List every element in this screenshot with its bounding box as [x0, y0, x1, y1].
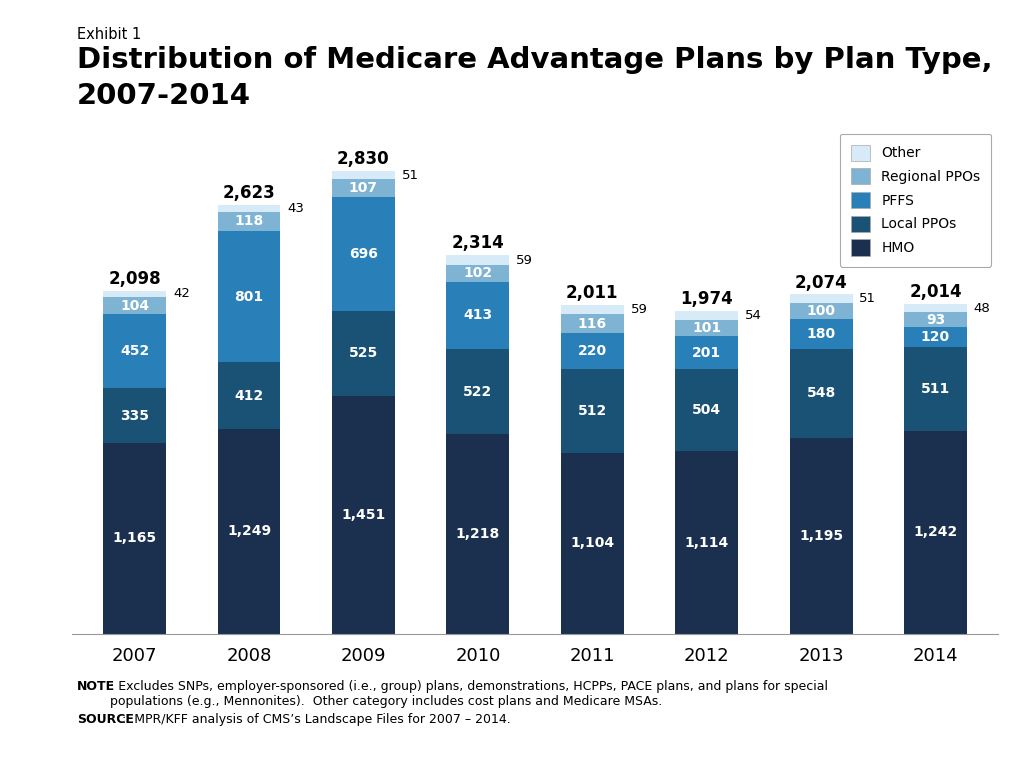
Text: 1,218: 1,218 — [456, 527, 500, 541]
Text: 1,114: 1,114 — [684, 535, 729, 550]
Bar — [446, 435, 509, 634]
Text: 801: 801 — [234, 290, 263, 303]
Text: 2,314: 2,314 — [452, 234, 504, 253]
Bar — [675, 336, 738, 369]
Bar — [217, 362, 281, 429]
Text: : Excludes SNPs, employer-sponsored (i.e., group) plans, demonstrations, HCPPs, : : Excludes SNPs, employer-sponsored (i.e… — [110, 680, 827, 707]
Text: 504: 504 — [692, 403, 721, 417]
Text: :  MPR/KFF analysis of CMS’s Landscape Files for 2007 – 2014.: : MPR/KFF analysis of CMS’s Landscape Fi… — [122, 713, 511, 726]
Text: 1,249: 1,249 — [227, 525, 271, 538]
Text: 525: 525 — [349, 346, 378, 360]
Bar — [904, 431, 967, 634]
Text: NOTE: NOTE — [77, 680, 115, 693]
Text: 2,011: 2,011 — [566, 284, 618, 302]
Bar — [675, 369, 738, 452]
Text: 51: 51 — [859, 292, 877, 305]
Bar — [904, 327, 967, 347]
Bar — [561, 314, 624, 333]
Text: 696: 696 — [349, 247, 378, 260]
Bar — [790, 294, 853, 303]
Bar — [675, 311, 738, 319]
Text: 59: 59 — [631, 303, 647, 316]
Bar — [675, 452, 738, 634]
Bar — [561, 453, 624, 634]
Text: 101: 101 — [692, 321, 721, 335]
Bar — [446, 255, 509, 265]
Text: 42: 42 — [173, 287, 189, 300]
Bar — [103, 297, 166, 314]
Text: 522: 522 — [463, 385, 493, 399]
Text: SOURCE: SOURCE — [77, 713, 134, 726]
Text: 54: 54 — [745, 309, 762, 322]
Text: Exhibit 1: Exhibit 1 — [77, 27, 141, 42]
Text: 512: 512 — [578, 404, 607, 419]
Bar — [446, 265, 509, 282]
Text: 43: 43 — [288, 202, 304, 215]
Bar — [103, 389, 166, 443]
Bar — [561, 333, 624, 369]
Bar — [103, 290, 166, 297]
Bar — [332, 170, 395, 179]
Bar — [790, 439, 853, 634]
Bar — [103, 314, 166, 389]
Text: 59: 59 — [516, 253, 534, 266]
Legend: Other, Regional PPOs, PFFS, Local PPOs, HMO: Other, Regional PPOs, PFFS, Local PPOs, … — [840, 134, 991, 266]
Bar — [332, 179, 395, 197]
Text: 118: 118 — [234, 214, 263, 228]
Text: 1,165: 1,165 — [113, 531, 157, 545]
Text: 2,623: 2,623 — [222, 184, 275, 202]
Text: 335: 335 — [120, 409, 150, 422]
Bar — [790, 319, 853, 349]
Text: 413: 413 — [463, 308, 493, 323]
Bar — [446, 349, 509, 435]
Bar — [561, 305, 624, 314]
Text: 93: 93 — [926, 313, 945, 326]
Text: 51: 51 — [401, 168, 419, 181]
Text: 2007-2014: 2007-2014 — [77, 82, 251, 110]
Text: 107: 107 — [349, 181, 378, 195]
Text: 104: 104 — [120, 299, 150, 313]
Text: 1,242: 1,242 — [913, 525, 957, 539]
Bar — [332, 197, 395, 310]
Text: 2,098: 2,098 — [109, 270, 161, 287]
Text: 511: 511 — [921, 382, 950, 396]
Text: 2,830: 2,830 — [337, 150, 390, 168]
Text: 220: 220 — [578, 344, 607, 359]
Text: Distribution of Medicare Advantage Plans by Plan Type,: Distribution of Medicare Advantage Plans… — [77, 46, 992, 74]
Bar — [790, 303, 853, 319]
Bar — [561, 369, 624, 453]
Text: 548: 548 — [807, 386, 836, 400]
Bar — [217, 212, 281, 231]
Text: 48: 48 — [974, 302, 990, 315]
Bar — [790, 349, 853, 439]
Text: 120: 120 — [921, 330, 950, 344]
Text: 452: 452 — [120, 344, 150, 359]
Bar — [904, 347, 967, 431]
Bar — [675, 319, 738, 336]
Bar — [332, 310, 395, 396]
Bar — [446, 282, 509, 349]
Text: 1,974: 1,974 — [680, 290, 733, 308]
Text: 1,195: 1,195 — [799, 529, 843, 543]
Text: 2,014: 2,014 — [909, 283, 962, 301]
Bar — [217, 231, 281, 362]
Text: 1,104: 1,104 — [570, 536, 614, 551]
Text: 201: 201 — [692, 346, 721, 359]
Text: 102: 102 — [463, 266, 493, 280]
Bar — [904, 304, 967, 312]
Text: 100: 100 — [807, 304, 836, 318]
Bar — [332, 396, 395, 634]
Bar — [217, 429, 281, 634]
Text: 180: 180 — [807, 327, 836, 341]
Text: 2,074: 2,074 — [795, 273, 848, 292]
Bar — [103, 443, 166, 634]
Bar — [217, 205, 281, 212]
Text: 1,451: 1,451 — [341, 508, 386, 522]
Bar — [904, 312, 967, 327]
Text: 412: 412 — [234, 389, 263, 402]
Text: 116: 116 — [578, 317, 607, 331]
